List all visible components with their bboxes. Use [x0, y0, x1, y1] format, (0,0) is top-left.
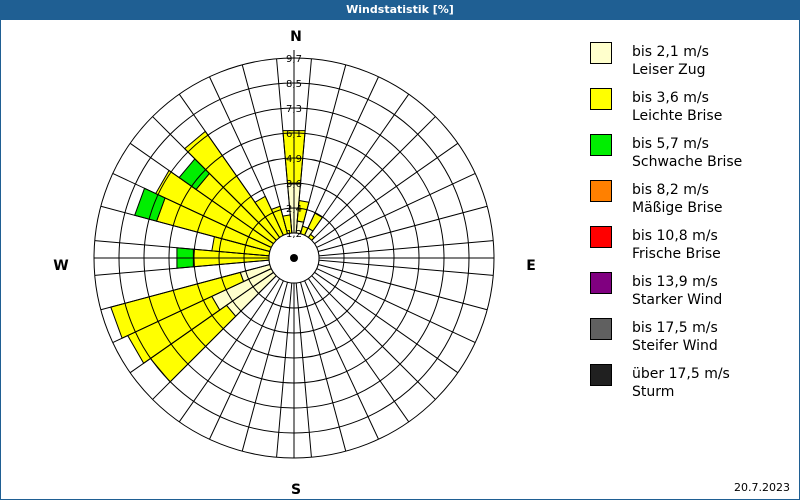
cardinal-south: S	[291, 482, 301, 498]
legend-range: bis 3,6 m/s	[632, 90, 709, 106]
radial-tick-label: 8,5	[286, 79, 302, 90]
chart-title: Windstatistik [%]	[0, 0, 800, 20]
legend-label: Steifer Wind	[632, 338, 718, 354]
legend-label: Sturm	[632, 384, 675, 400]
legend-label: Mäßige Brise	[632, 200, 723, 216]
cardinal-north: N	[290, 29, 302, 45]
legend-range: bis 2,1 m/s	[632, 44, 709, 60]
radial-tick-label: 7,3	[286, 104, 302, 115]
legend-range: bis 10,8 m/s	[632, 228, 718, 244]
legend-swatch	[590, 226, 612, 248]
date-stamp: 20.7.2023	[734, 481, 790, 494]
legend-range: bis 8,2 m/s	[632, 182, 709, 198]
radial-tick-label: 2,4	[286, 204, 302, 215]
radial-tick-label: 6,1	[286, 129, 302, 140]
legend-range: bis 13,9 m/s	[632, 274, 718, 290]
radial-tick-labels: 1,2 2,4 3,6 4,9 6,1 7,3 8,5 9,7	[286, 54, 302, 240]
legend-range: über 17,5 m/s	[632, 366, 730, 382]
legend-swatch	[590, 272, 612, 294]
legend-swatch	[590, 88, 612, 110]
polar-grid	[93, 50, 495, 459]
legend-swatch	[590, 180, 612, 202]
cardinal-west: W	[53, 258, 68, 274]
cardinal-east: E	[526, 258, 536, 274]
legend-label: Leichte Brise	[632, 108, 723, 124]
legend-swatch	[590, 318, 612, 340]
legend-swatch	[590, 42, 612, 64]
legend-range: bis 17,5 m/s	[632, 320, 718, 336]
legend-range: bis 5,7 m/s	[632, 136, 709, 152]
legend-swatch	[590, 364, 612, 386]
radial-tick-label: 9,7	[286, 54, 302, 65]
wind-rose-chart: 1,2 2,4 3,6 4,9 6,1 7,3 8,5 9,7 N E S W	[53, 29, 536, 498]
legend-label: Frische Brise	[632, 246, 721, 262]
radial-tick-label: 1,2	[286, 229, 302, 240]
legend-label: Schwache Brise	[632, 154, 743, 170]
legend-label: Leiser Zug	[632, 62, 706, 78]
legend-swatch	[590, 134, 612, 156]
radial-tick-label: 3,6	[286, 179, 302, 190]
legend-label: Starker Wind	[632, 292, 723, 308]
radial-tick-label: 4,9	[286, 154, 302, 165]
